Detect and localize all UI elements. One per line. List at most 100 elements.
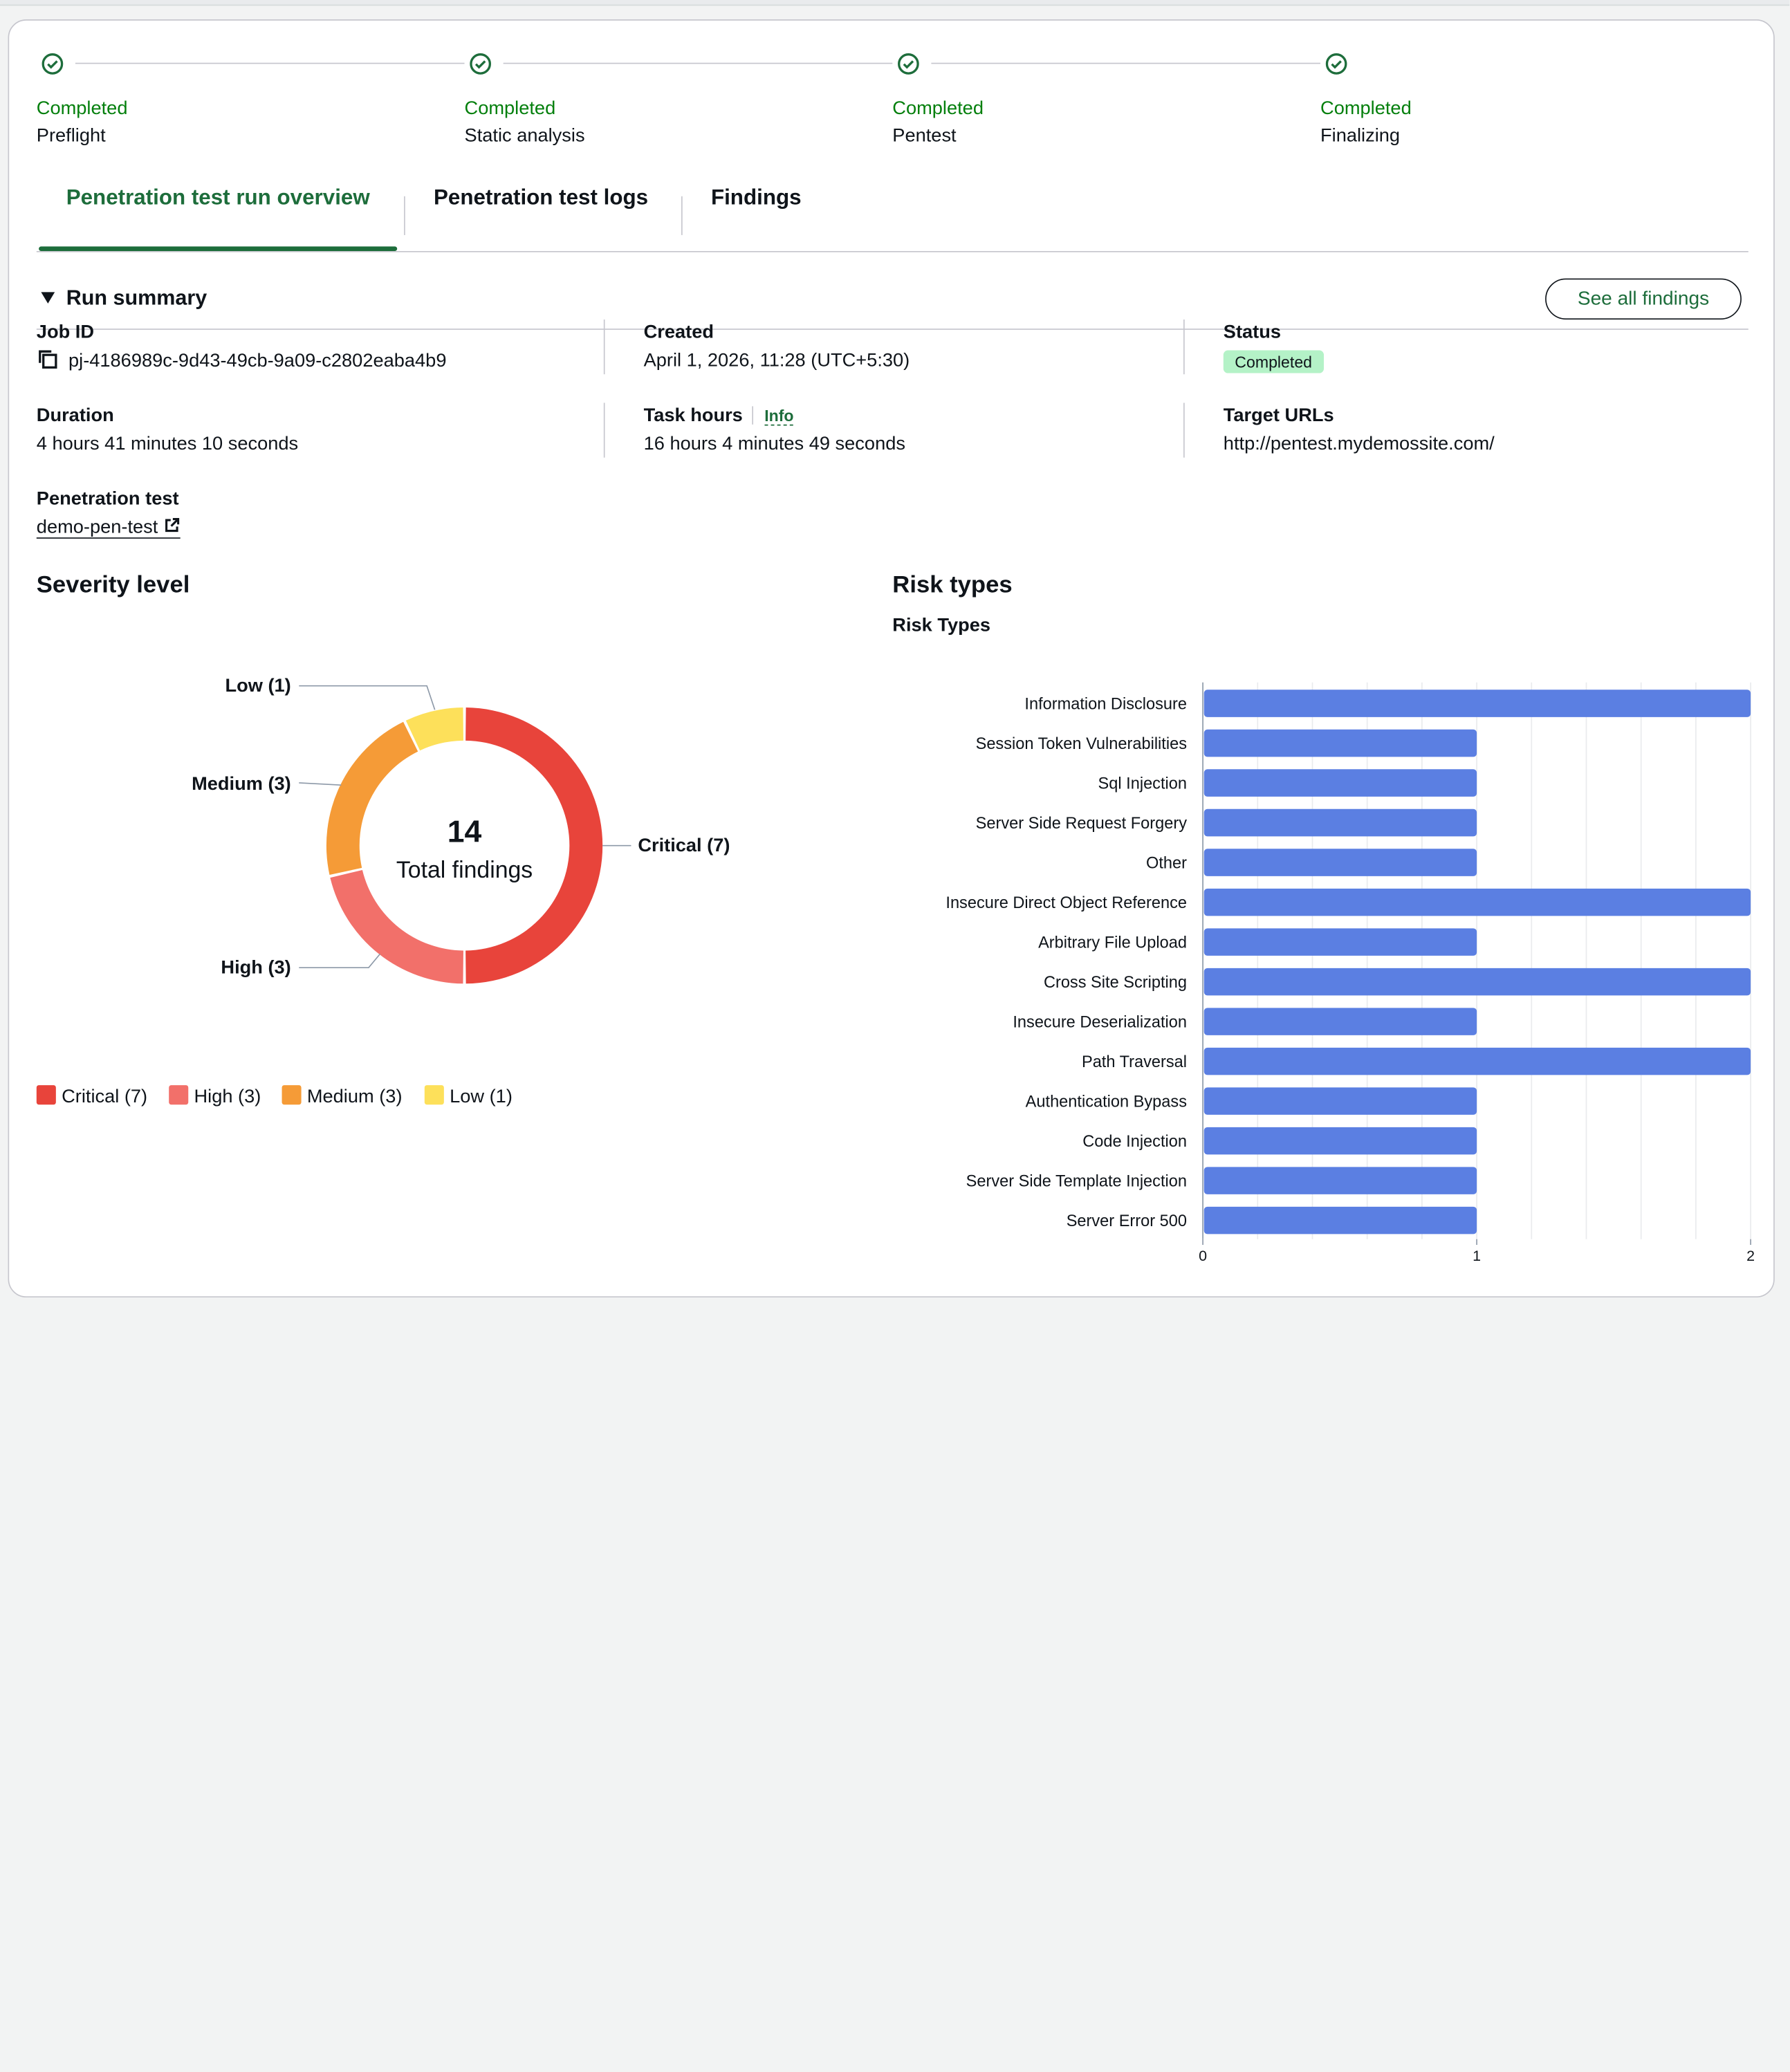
slice-label-critical: Critical (7) [638, 834, 730, 855]
step-name: Finalizing [1320, 125, 1401, 147]
duration-label: Duration [36, 405, 114, 426]
leader-line [299, 782, 342, 786]
step-state: Completed [1320, 98, 1412, 119]
legend-label: High (3) [194, 1086, 261, 1107]
target-url-value: http://pentest.mydemossite.com/ [1223, 434, 1495, 454]
donut-slice-medium[interactable] [326, 721, 418, 876]
step-state: Completed [36, 98, 128, 119]
tab-run-overview[interactable]: Penetration test run overview [39, 181, 398, 251]
step-name: Preflight [36, 125, 106, 147]
donut-slice-high[interactable] [330, 869, 463, 984]
task-hours-value: 16 hours 4 minutes 49 seconds [643, 434, 905, 454]
tab-separator [404, 196, 405, 235]
target-urls-label: Target URLs [1223, 405, 1334, 426]
risk-bar[interactable] [1203, 1047, 1751, 1075]
tab-findings[interactable]: Findings [711, 181, 802, 249]
target-urls-field: Target URLs http://pentest.mydemossite.c… [1224, 405, 1495, 456]
tab-label: Penetration test logs [434, 185, 649, 210]
severity-donut-chart: Critical (7) High (3) Medium (3) Low (1) 14 T… [192, 674, 730, 984]
risk-bar[interactable] [1203, 690, 1751, 717]
total-findings-label: Total findings [396, 857, 533, 883]
risk-bar[interactable] [1203, 888, 1751, 916]
check-circle-icon [898, 53, 919, 75]
legend-label: Medium (3) [306, 1086, 403, 1107]
job-id-label: Job ID [36, 322, 94, 342]
risk-bar[interactable] [1203, 1127, 1477, 1155]
status-badge: Completed [1223, 350, 1324, 373]
leader-line [299, 953, 381, 969]
risk-bar[interactable] [1203, 808, 1477, 837]
active-tab-indicator [39, 246, 398, 251]
category-label: Authentication Bypass [1026, 1092, 1187, 1110]
legend-swatch [282, 1085, 302, 1105]
risk-bar[interactable] [1203, 928, 1477, 956]
risk-types-chart-title: Risk Types [892, 615, 991, 636]
legend-label: Low (1) [450, 1086, 513, 1107]
risk-bar[interactable] [1203, 1008, 1477, 1035]
risk-bar[interactable] [1203, 1206, 1477, 1234]
job-id-value: pj-4186989c-9d43-49cb-9a09-c2802eaba4b9 [68, 351, 447, 371]
severity-section-title: Severity level [36, 571, 190, 598]
category-label: Server Side Template Injection [966, 1172, 1187, 1190]
category-label: Cross Site Scripting [1044, 973, 1187, 991]
info-link-label[interactable]: Info [764, 406, 794, 426]
duration-value: 4 hours 41 minutes 10 seconds [36, 434, 299, 454]
category-label: Insecure Deserialization [1013, 1012, 1187, 1030]
category-label: Path Traversal [1082, 1053, 1187, 1071]
check-circle-icon [41, 53, 64, 75]
risk-types-section-title: Risk types [892, 571, 1013, 598]
status-label: Status [1223, 322, 1282, 342]
progress-steps: Completed Preflight Completed Static ana… [36, 50, 1771, 146]
risk-bar[interactable] [1203, 769, 1477, 797]
step-state: Completed [464, 98, 556, 119]
category-label: Server Side Request Forgery [976, 814, 1188, 832]
donut-slice-critical[interactable] [465, 707, 603, 984]
pentest-label: Penetration test [36, 488, 179, 509]
risk-bar[interactable] [1203, 849, 1477, 876]
category-label: Server Error 500 [1067, 1212, 1187, 1230]
created-value: April 1, 2026, 11:28 (UTC+5:30) [643, 350, 910, 371]
run-summary-header[interactable]: Run summary See all findings [36, 278, 1749, 330]
legend-item-low[interactable]: Low (1) [424, 1085, 513, 1108]
donut-slice-low[interactable] [405, 707, 463, 751]
copy-icon[interactable] [37, 348, 59, 371]
check-circle-icon [470, 53, 491, 75]
x-tick-label: 0 [1199, 1248, 1207, 1264]
slice-label-high: High (3) [221, 956, 290, 977]
job-id-field: Job ID pj-4186989c-9d43-49cb-9a09-c2802e… [37, 322, 447, 373]
legend-item-critical[interactable]: Critical (7) [36, 1085, 147, 1108]
step-name: Static analysis [464, 125, 585, 147]
caret-down-icon[interactable] [41, 292, 55, 304]
legend-item-medium[interactable]: Medium (3) [282, 1085, 403, 1108]
pentest-field: Penetration test demo-pen-test [36, 488, 181, 539]
pentest-link[interactable]: demo-pen-test [36, 517, 181, 539]
run-card: Completed Preflight Completed Static ana… [8, 19, 1775, 1298]
tab-separator [681, 196, 683, 235]
x-tick-label: 2 [1746, 1248, 1755, 1264]
total-findings-count: 14 [448, 815, 482, 849]
pentest-link-label[interactable]: demo-pen-test [36, 517, 158, 538]
risk-bar[interactable] [1203, 729, 1477, 757]
step-state: Completed [892, 98, 984, 119]
info-link[interactable]: Info [752, 406, 794, 426]
external-link-icon[interactable] [163, 517, 181, 534]
category-label: Other [1146, 853, 1187, 871]
x-tick-label: 1 [1473, 1248, 1481, 1264]
risk-bar[interactable] [1203, 1087, 1477, 1115]
run-summary-title: Run summary [66, 285, 207, 310]
tab-label: Penetration test run overview [66, 185, 370, 210]
risk-bar[interactable] [1203, 1167, 1477, 1194]
tab-logs[interactable]: Penetration test logs [434, 181, 648, 249]
leader-line [299, 685, 436, 710]
risk-bar[interactable] [1203, 968, 1751, 996]
see-all-findings-button[interactable]: See all findings [1545, 278, 1742, 320]
status-field: Status Completed [1223, 322, 1324, 373]
column-separator [1183, 320, 1185, 375]
category-label: Arbitrary File Upload [1038, 933, 1187, 951]
category-label: Insecure Direct Object Reference [945, 894, 1187, 912]
legend-swatch [169, 1085, 189, 1105]
category-label: Information Disclosure [1024, 694, 1187, 712]
category-label: Sql Injection [1098, 774, 1187, 792]
legend-item-high[interactable]: High (3) [169, 1085, 261, 1108]
